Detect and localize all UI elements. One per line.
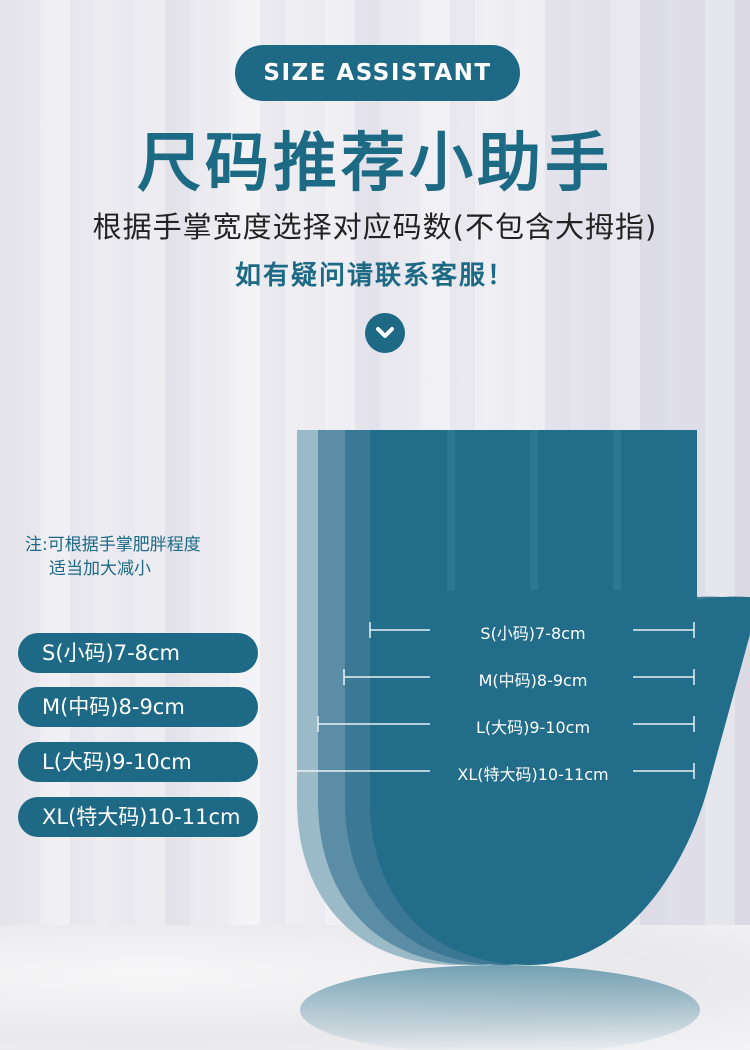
measure-label-l: L(大码)9-10cm xyxy=(475,718,591,737)
finger-line xyxy=(447,430,455,590)
chevron-down-icon xyxy=(365,313,405,353)
size-pill-m: M(中码)8-9cm xyxy=(18,687,258,727)
subtitle: 根据手掌宽度选择对应码数(不包含大拇指) xyxy=(92,210,658,244)
measure-label-xl: XL(特大码)10-11cm xyxy=(457,765,609,784)
size-assistant-badge: SIZE ASSISTANT xyxy=(235,45,520,101)
hand-reflection xyxy=(300,965,700,1050)
size-pill-s: S(小码)7-8cm xyxy=(18,633,258,673)
size-pill-l: L(大码)9-10cm xyxy=(18,742,258,782)
note-line-1: 注:可根据手掌肥胖程度 xyxy=(25,535,201,555)
size-pill-xl: XL(特大码)10-11cm xyxy=(18,797,258,837)
contact-note: 如有疑问请联系客服！ xyxy=(234,261,515,291)
finger-line xyxy=(613,430,621,590)
finger-line xyxy=(530,430,538,590)
measure-label-m: M(中码)8-9cm xyxy=(478,671,588,690)
fit-note: 注:可根据手掌肥胖程度 适当加大减小 xyxy=(25,533,201,581)
hand-layer-s xyxy=(370,430,750,965)
note-line-2: 适当加大减小 xyxy=(49,559,151,579)
measure-lines xyxy=(292,622,695,779)
page-title: 尺码推荐小助手 xyxy=(137,127,613,201)
measure-label-s: S(小码)7-8cm xyxy=(480,624,586,643)
